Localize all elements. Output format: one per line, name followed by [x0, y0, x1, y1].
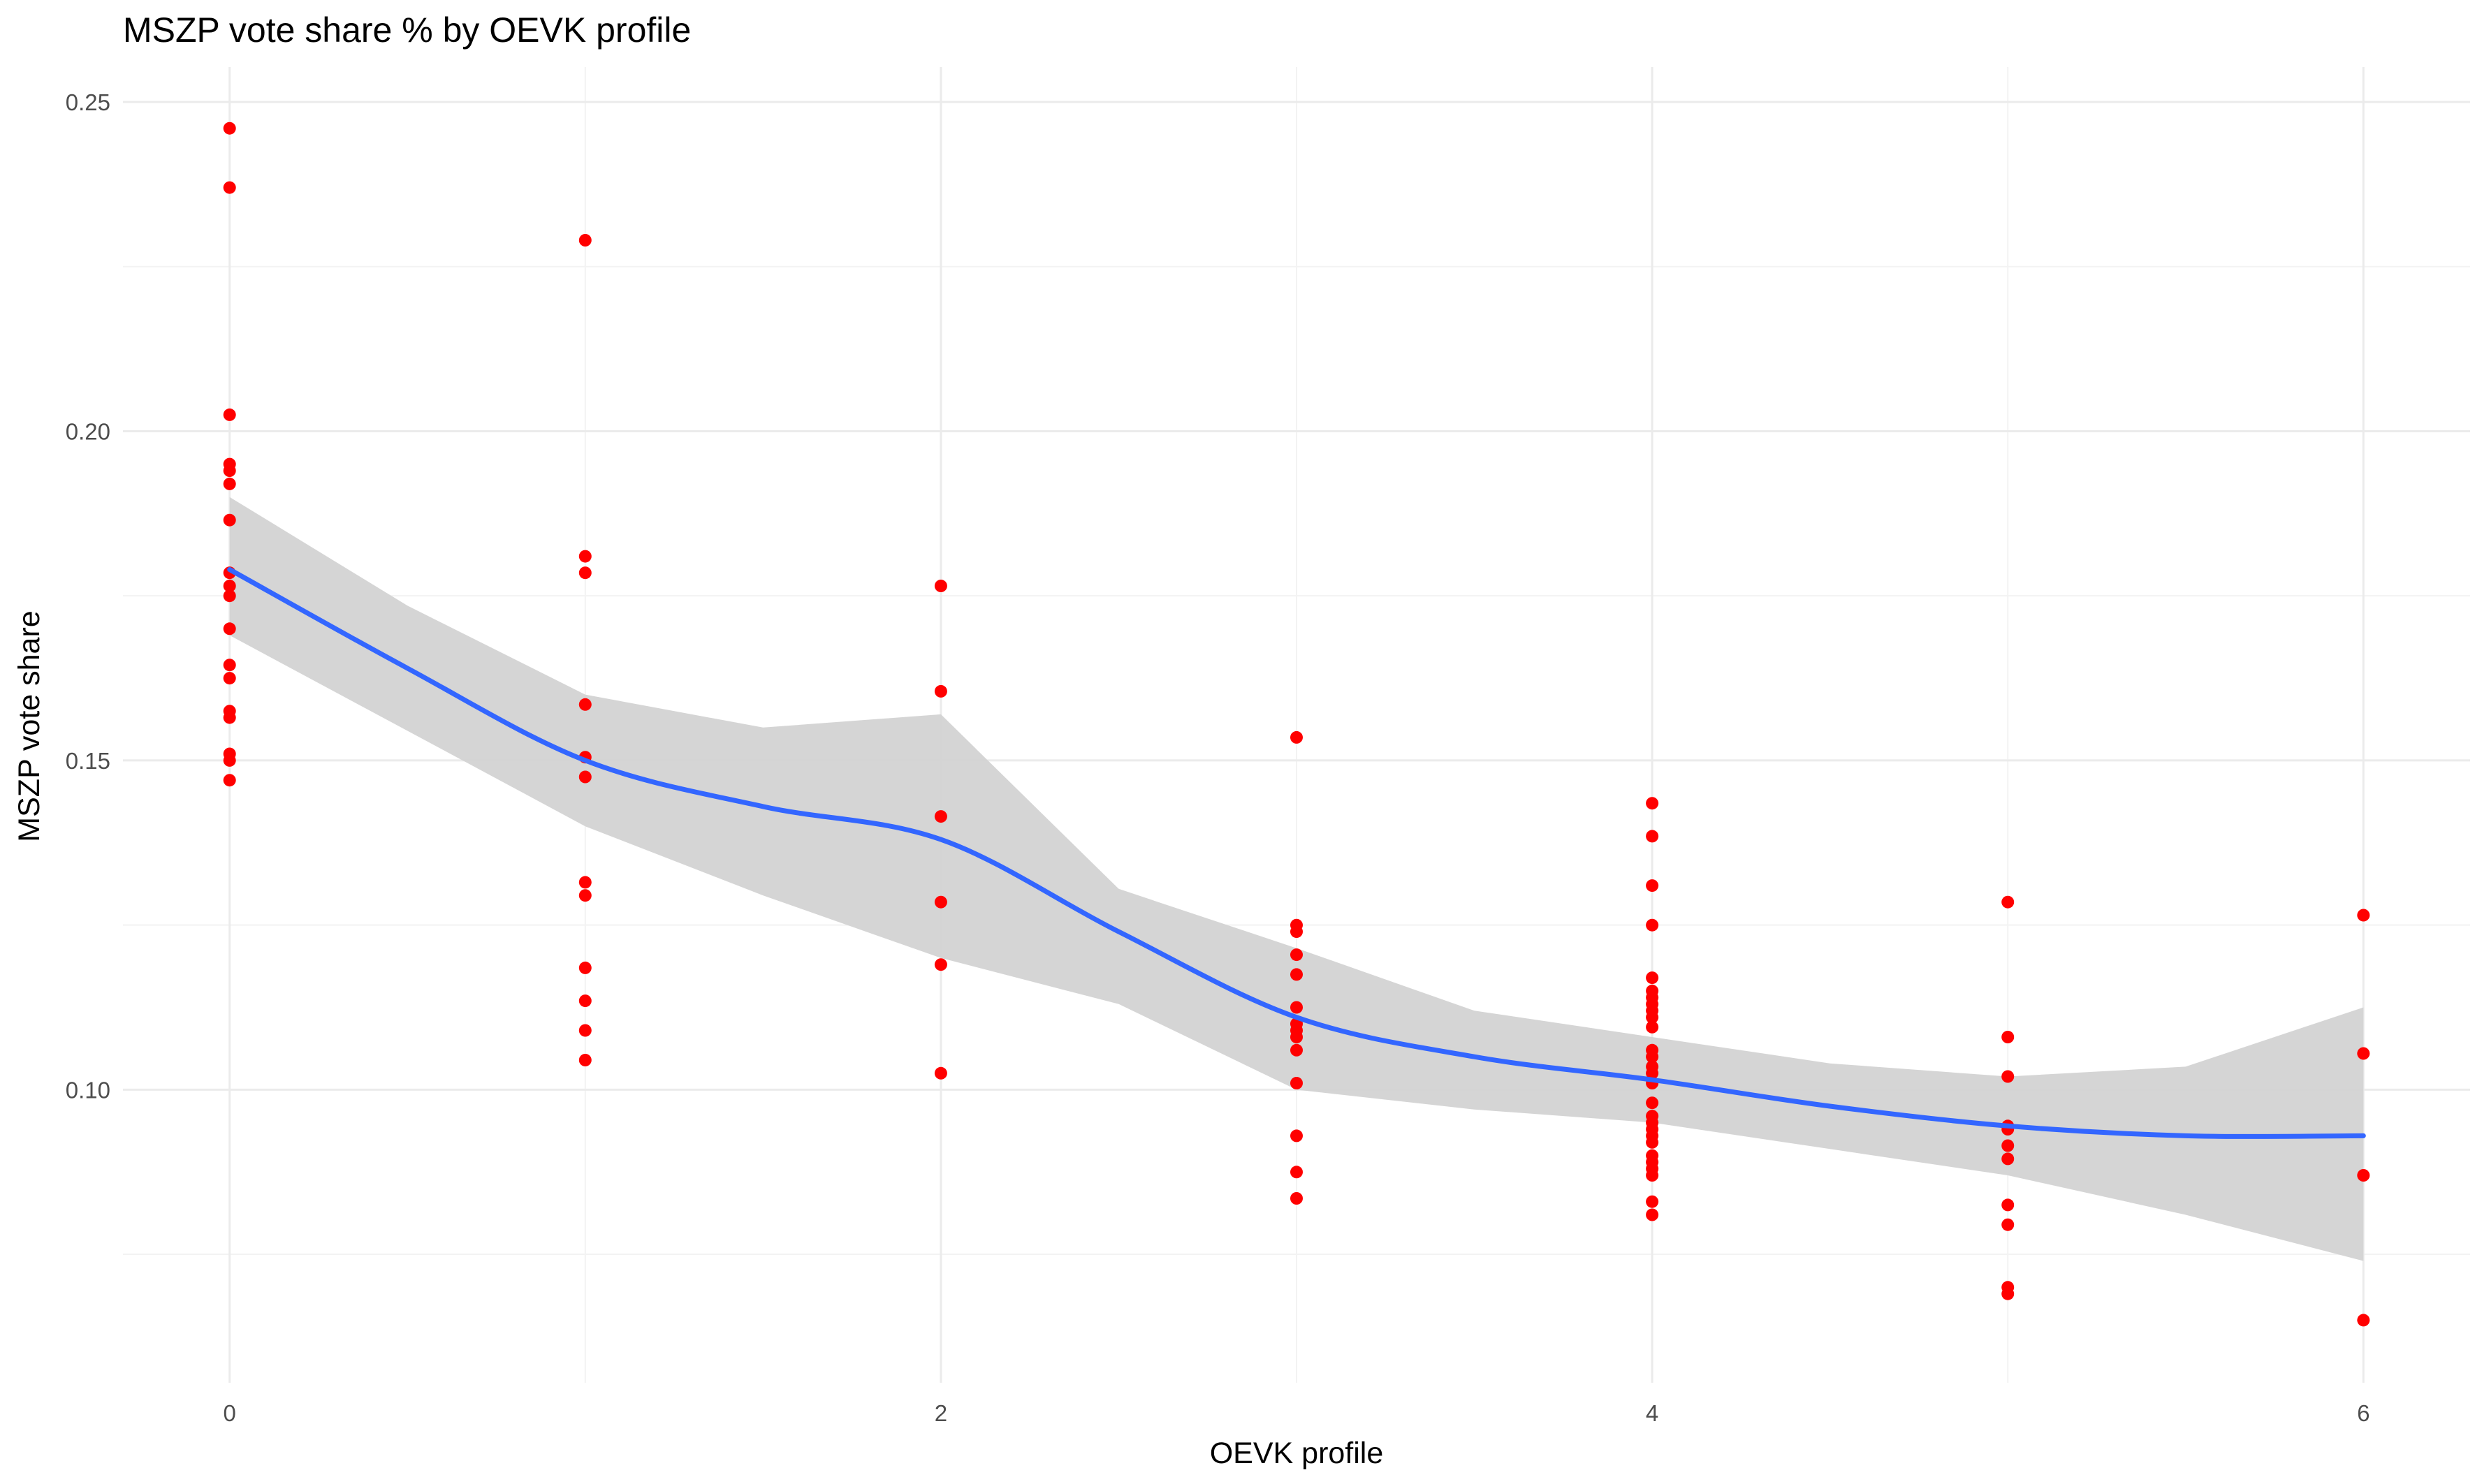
data-point	[934, 958, 947, 971]
data-point	[2001, 1139, 2015, 1152]
data-point	[1646, 1169, 1659, 1182]
smooth-line-layer	[227, 567, 2366, 1139]
data-point	[578, 550, 592, 563]
data-point	[1290, 730, 1303, 744]
data-point	[223, 122, 236, 135]
y-axis-ticks: 0.10 0.15 0.20 0.25	[66, 89, 110, 1103]
data-point	[2001, 1218, 2015, 1231]
data-point	[223, 589, 236, 603]
data-point	[934, 895, 947, 909]
data-point	[1646, 1020, 1659, 1034]
chart-title: MSZP vote share % by OEVK profile	[123, 10, 691, 50]
x-tick-label: 4	[1646, 1400, 1658, 1426]
data-point	[934, 580, 947, 592]
data-point	[1646, 971, 1659, 985]
data-point	[223, 774, 236, 787]
y-axis-label: MSZP vote share	[13, 610, 46, 842]
data-point	[578, 234, 592, 247]
data-point	[2357, 909, 2370, 922]
data-point	[1290, 1077, 1303, 1089]
data-point	[223, 513, 236, 527]
data-point	[1646, 879, 1659, 892]
data-point	[2001, 1031, 2015, 1043]
data-point	[578, 961, 592, 974]
y-tick-label: 0.20	[66, 418, 110, 444]
x-axis-label: OEVK profile	[1210, 1437, 1384, 1470]
data-point	[2357, 1314, 2370, 1327]
data-point	[578, 770, 592, 784]
data-point	[223, 408, 236, 421]
data-point	[578, 566, 592, 580]
data-point	[1646, 1195, 1659, 1208]
data-point	[934, 1066, 947, 1080]
data-point	[2357, 1169, 2370, 1182]
data-point	[223, 580, 236, 592]
x-tick-label: 2	[935, 1400, 947, 1426]
data-point	[1290, 1129, 1303, 1143]
data-point	[1646, 797, 1659, 810]
data-point	[223, 477, 236, 490]
data-points	[223, 122, 2370, 1327]
data-point	[223, 711, 236, 724]
data-point	[578, 1054, 592, 1066]
data-point	[223, 181, 236, 194]
x-tick-label: 0	[224, 1400, 236, 1426]
x-tick-label: 6	[2357, 1400, 2370, 1426]
data-point	[1290, 1031, 1303, 1043]
data-point	[1290, 1166, 1303, 1179]
data-point	[578, 994, 592, 1008]
data-point	[934, 810, 947, 823]
smooth-trend-line	[227, 567, 2366, 1139]
data-point	[578, 889, 592, 902]
data-point	[578, 698, 592, 711]
data-point	[578, 876, 592, 889]
data-point	[2001, 1198, 2015, 1212]
data-point	[1290, 1192, 1303, 1205]
data-point	[223, 672, 236, 685]
y-tick-label: 0.10	[66, 1077, 110, 1103]
data-point	[2001, 1152, 2015, 1166]
data-point	[1290, 1001, 1303, 1014]
data-point	[1646, 1136, 1659, 1149]
data-point	[223, 659, 236, 672]
data-point	[1646, 1011, 1659, 1024]
y-tick-label: 0.25	[66, 89, 110, 115]
confidence-ribbon-layer	[229, 497, 2364, 1261]
data-point	[223, 622, 236, 636]
data-point	[1646, 830, 1659, 843]
data-point	[1646, 1050, 1659, 1064]
data-point	[1290, 1043, 1303, 1057]
data-point	[1290, 925, 1303, 939]
data-point	[1290, 968, 1303, 981]
data-point	[2001, 895, 2015, 909]
data-point	[1646, 1208, 1659, 1221]
data-point	[934, 684, 947, 698]
data-point	[2001, 1070, 2015, 1083]
data-point	[2001, 1287, 2015, 1300]
x-axis-ticks: 0 2 4 6	[224, 1400, 2370, 1426]
data-point	[1646, 918, 1659, 932]
data-point	[223, 464, 236, 477]
confidence-ribbon	[229, 497, 2364, 1261]
data-point	[578, 1024, 592, 1037]
data-point	[223, 754, 236, 767]
y-tick-label: 0.15	[66, 748, 110, 774]
data-point	[1646, 1096, 1659, 1110]
data-point	[2357, 1047, 2370, 1060]
data-point	[1290, 948, 1303, 962]
data-point	[1646, 1066, 1659, 1080]
